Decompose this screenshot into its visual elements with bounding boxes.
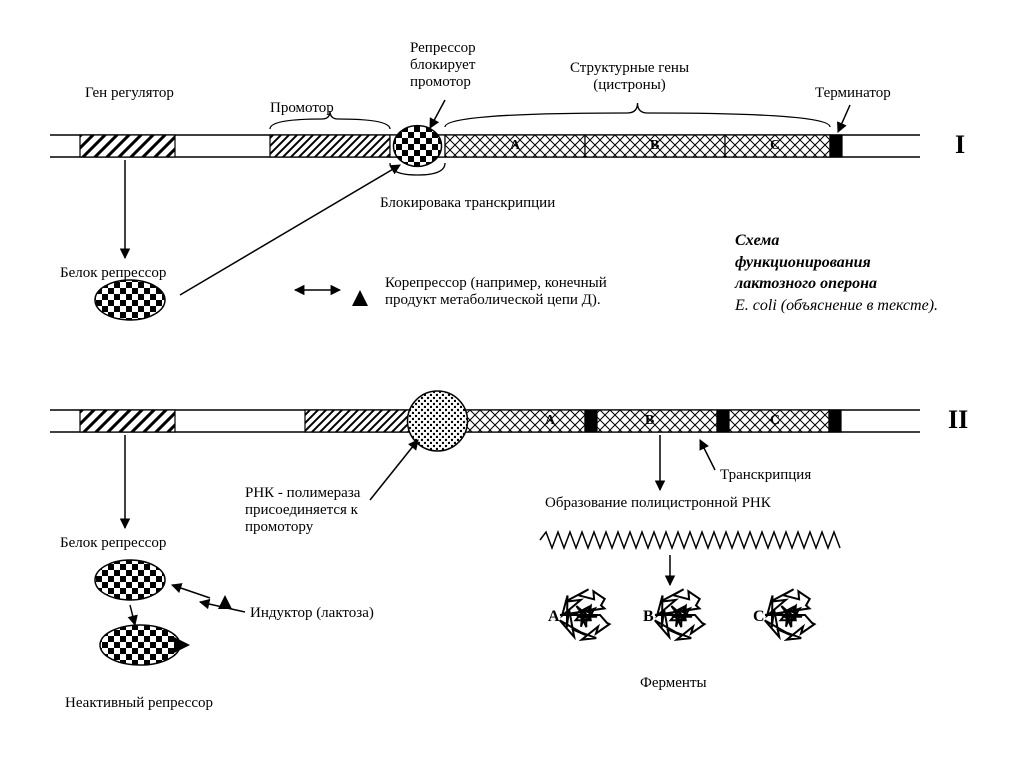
label-protein-repressor-2: Белок репрессор	[60, 535, 166, 552]
diagram-canvas: Ген регулятор Промотор Репрессор блокиру…	[0, 0, 1024, 768]
title-line4: E. coli (объяснение в тексте).	[735, 297, 938, 314]
label-structural-genes: Структурные гены (цистроны)	[570, 60, 689, 94]
label-enzymes: Ферменты	[640, 675, 707, 692]
label-inductor: Индуктор (лактоза)	[250, 605, 374, 622]
enzyme-A: A	[548, 608, 560, 626]
gene-B-1: B	[650, 138, 659, 154]
label-rna-polymerase: РНК - полимераза присоединяется к промот…	[245, 485, 360, 536]
label-protein-repressor-1: Белок репрессор	[60, 265, 166, 282]
enzyme-B: B	[643, 608, 654, 626]
gene-B-2: B	[645, 413, 654, 429]
enzyme-C: C	[753, 608, 765, 626]
gene-A-1: A	[510, 138, 520, 154]
label-repressor-blocks: Репрессор блокирует промотор	[410, 40, 476, 91]
roman-II: II	[948, 405, 968, 435]
label-blocking-transcription: Блокировака транскрипции	[380, 195, 555, 212]
label-polycistronic: Образование полицистронной РНК	[545, 495, 771, 512]
roman-I: I	[955, 130, 965, 160]
label-terminator: Терминатор	[815, 85, 891, 102]
gene-C-2: C	[770, 413, 780, 429]
label-promoter: Промотор	[270, 100, 334, 117]
label-transcription: Транскрипция	[720, 467, 811, 484]
title-line3: лактозного оперона	[735, 275, 877, 292]
label-inactive-repressor: Неактивный репрессор	[65, 695, 213, 712]
label-gen-regulator: Ген регулятор	[85, 85, 174, 102]
title-block: Схема функционирования лактозного оперон…	[735, 230, 995, 316]
diagram-svg	[0, 0, 1024, 768]
gene-A-2: A	[545, 413, 555, 429]
label-corepressor: Корепрессор (например, конечный продукт …	[385, 275, 607, 309]
title-line1: Схема	[735, 232, 779, 249]
title-line2: функционирования	[735, 254, 871, 271]
gene-C-1: C	[770, 138, 780, 154]
